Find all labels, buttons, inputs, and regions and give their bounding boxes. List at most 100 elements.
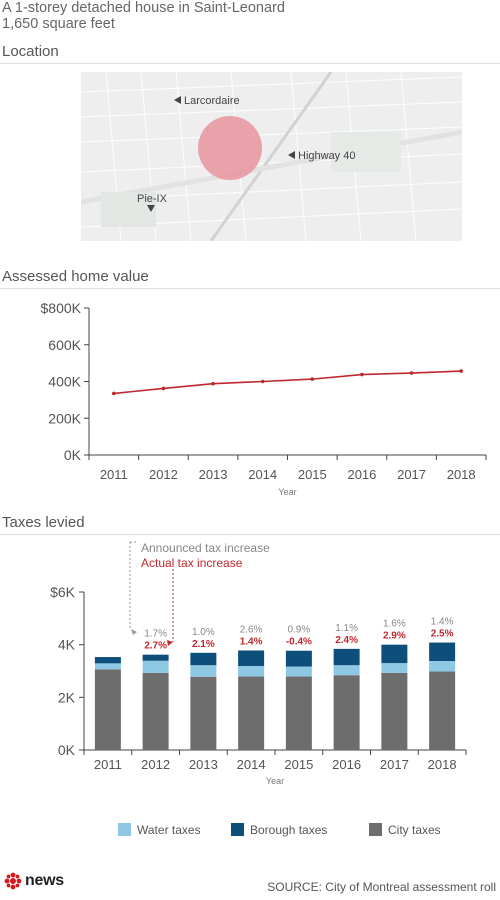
map-label-larcordaire: Larcordaire (184, 95, 240, 107)
location-title: Location (2, 43, 59, 60)
announced-increase-label: 1.6% (383, 619, 406, 630)
home-value-title: Assessed home value (2, 268, 149, 285)
legend-swatch (369, 823, 382, 836)
home-value-point (459, 369, 463, 373)
y-tick-label: 400K (48, 374, 81, 390)
x-tick-label: 2014 (237, 757, 266, 772)
location-map[interactable]: Larcordaire Highway 40 Pie-IX (81, 72, 462, 241)
cbc-gem-icon (4, 872, 22, 890)
x-tick-label: 2012 (141, 757, 170, 772)
home-value-point (360, 372, 364, 377)
bar-segment-water-taxes (94, 663, 121, 670)
bar-segment-water-taxes (142, 660, 169, 673)
home-value-point (211, 381, 215, 386)
annotation-actual: Actual tax increase (141, 556, 243, 570)
actual-increase-label: -0.4% (286, 637, 312, 648)
actual-increase-label: 2.5% (431, 629, 454, 640)
home-value-chart: 0K 200K 400K 600K $800K 2011 2012 2013 2014 2015 2… (41, 300, 487, 497)
legend-swatch (231, 823, 244, 836)
cbc-news-logo: news (4, 872, 64, 890)
divider (0, 63, 500, 64)
bar-segment-borough-taxes (285, 650, 312, 667)
bar-segment-borough-taxes (94, 657, 121, 664)
actual-increase-label: 2.4% (335, 635, 358, 646)
y-tick-label: 0K (58, 742, 76, 758)
actual-increase-label: 2.1% (192, 639, 215, 650)
map-park (331, 132, 401, 172)
taxes-chart: 0K 2K 4K $6K 2011 2.7%1.7% 2012 2.1%1.0% 2013 1.4… (50, 541, 467, 837)
annotation-announced: Announced tax increase (141, 541, 270, 555)
bar-segment-city-taxes (429, 671, 456, 750)
bar-segment-borough-taxes (238, 650, 265, 666)
logo-text: news (25, 872, 64, 889)
bar-segment-city-taxes (381, 672, 408, 750)
subtitle-line-1: A 1-storey detached house in Saint-Leona… (2, 0, 285, 16)
x-tick-label: 2016 (332, 757, 361, 772)
y-tick-label: 200K (48, 410, 81, 426)
bar-segment-borough-taxes (190, 652, 217, 666)
legend-label: City taxes (388, 823, 441, 837)
x-tick-label: 2017 (397, 467, 426, 482)
legend-swatch (118, 823, 131, 836)
actual-increase-label: 2.7% (144, 641, 167, 652)
x-tick-label: 2015 (298, 467, 327, 482)
bar-segment-borough-taxes (333, 648, 360, 666)
x-tick-label: 2015 (284, 757, 313, 772)
arrow-icon (167, 640, 173, 646)
bar-segment-water-taxes (285, 666, 312, 677)
home-value-point (112, 391, 116, 396)
home-value-line (113, 370, 462, 395)
y-tick-label: $6K (50, 584, 76, 600)
home-value-point (409, 371, 414, 375)
subtitle-line-2: 1,650 square feet (2, 16, 115, 32)
y-tick-label: 600K (48, 337, 81, 353)
bar-segment-city-taxes (190, 676, 217, 750)
x-tick-label: 2018 (447, 467, 476, 482)
map-label-pie-ix: Pie-IX (137, 193, 168, 205)
home-value-point (161, 386, 166, 391)
announced-increase-label: 1.7% (144, 629, 167, 640)
bar-segment-borough-taxes (429, 642, 456, 661)
bar-segment-city-taxes (285, 676, 312, 750)
x-tick-label: 2018 (428, 757, 457, 772)
bar-segment-water-taxes (238, 665, 265, 677)
announced-increase-label: 1.4% (431, 617, 454, 628)
location-marker (198, 116, 262, 180)
y-tick-label: $800K (41, 300, 82, 316)
map-road-pie-ix (209, 72, 333, 241)
x-tick-label: 2011 (100, 467, 128, 482)
actual-increase-label: 1.4% (240, 636, 263, 647)
x-tick-label: 2012 (149, 467, 178, 482)
bar-segment-water-taxes (190, 665, 217, 677)
x-tick-label: 2013 (189, 757, 218, 772)
bar-segment-water-taxes (333, 665, 360, 676)
bar-segment-water-taxes (429, 660, 456, 672)
home-value-point (310, 377, 315, 381)
actual-increase-label: 2.9% (383, 631, 406, 642)
y-tick-label: 4K (58, 637, 76, 653)
map-label-highway: Highway 40 (298, 150, 355, 162)
bar-segment-city-taxes (238, 676, 265, 750)
announced-increase-label: 1.1% (335, 623, 358, 634)
announced-increase-label: 1.0% (192, 627, 215, 638)
taxes-title: Taxes levied (2, 514, 85, 531)
bar-segment-borough-taxes (381, 644, 408, 664)
bar-segment-city-taxes (333, 675, 360, 750)
bar-segment-water-taxes (381, 663, 408, 673)
y-tick-label: 2K (58, 689, 76, 705)
pointer-icon (147, 205, 155, 212)
legend-label: Borough taxes (250, 823, 327, 837)
home-value-point (260, 379, 265, 384)
x-tick-label: 2017 (380, 757, 409, 772)
x-tick-label: 2013 (199, 467, 228, 482)
bar-segment-city-taxes (142, 672, 169, 750)
legend-label: Water taxes (137, 823, 201, 837)
x-axis-label: Year (278, 487, 296, 497)
bar-segment-city-taxes (94, 669, 121, 750)
x-axis-label: Year (266, 776, 284, 786)
divider (0, 288, 500, 289)
pointer-icon (174, 96, 181, 104)
divider (0, 534, 500, 535)
x-tick-label: 2014 (248, 467, 277, 482)
announced-increase-label: 2.6% (240, 624, 263, 635)
